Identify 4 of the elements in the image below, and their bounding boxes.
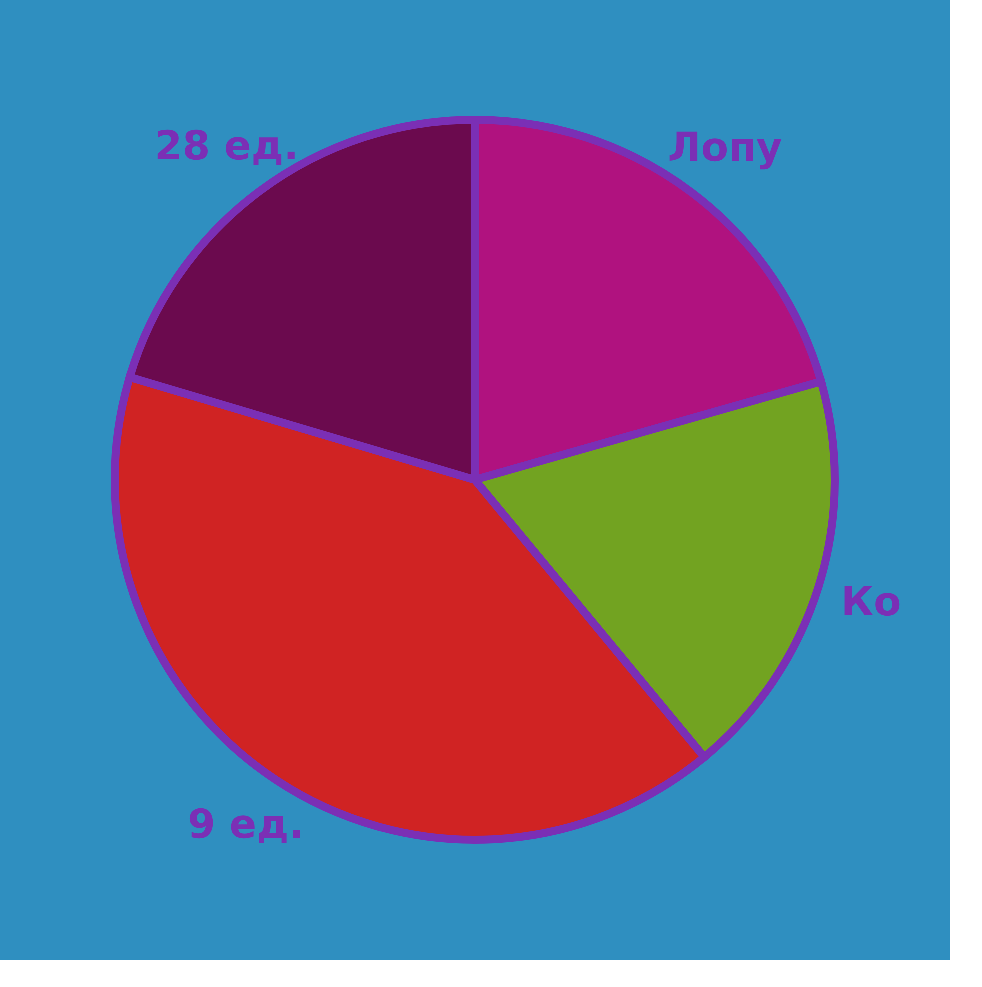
text: 9 ед. bbox=[188, 802, 304, 848]
slice-label: Ко bbox=[841, 579, 902, 626]
text: 28 ед. bbox=[154, 123, 299, 170]
slice-label: Лопу bbox=[668, 124, 782, 171]
